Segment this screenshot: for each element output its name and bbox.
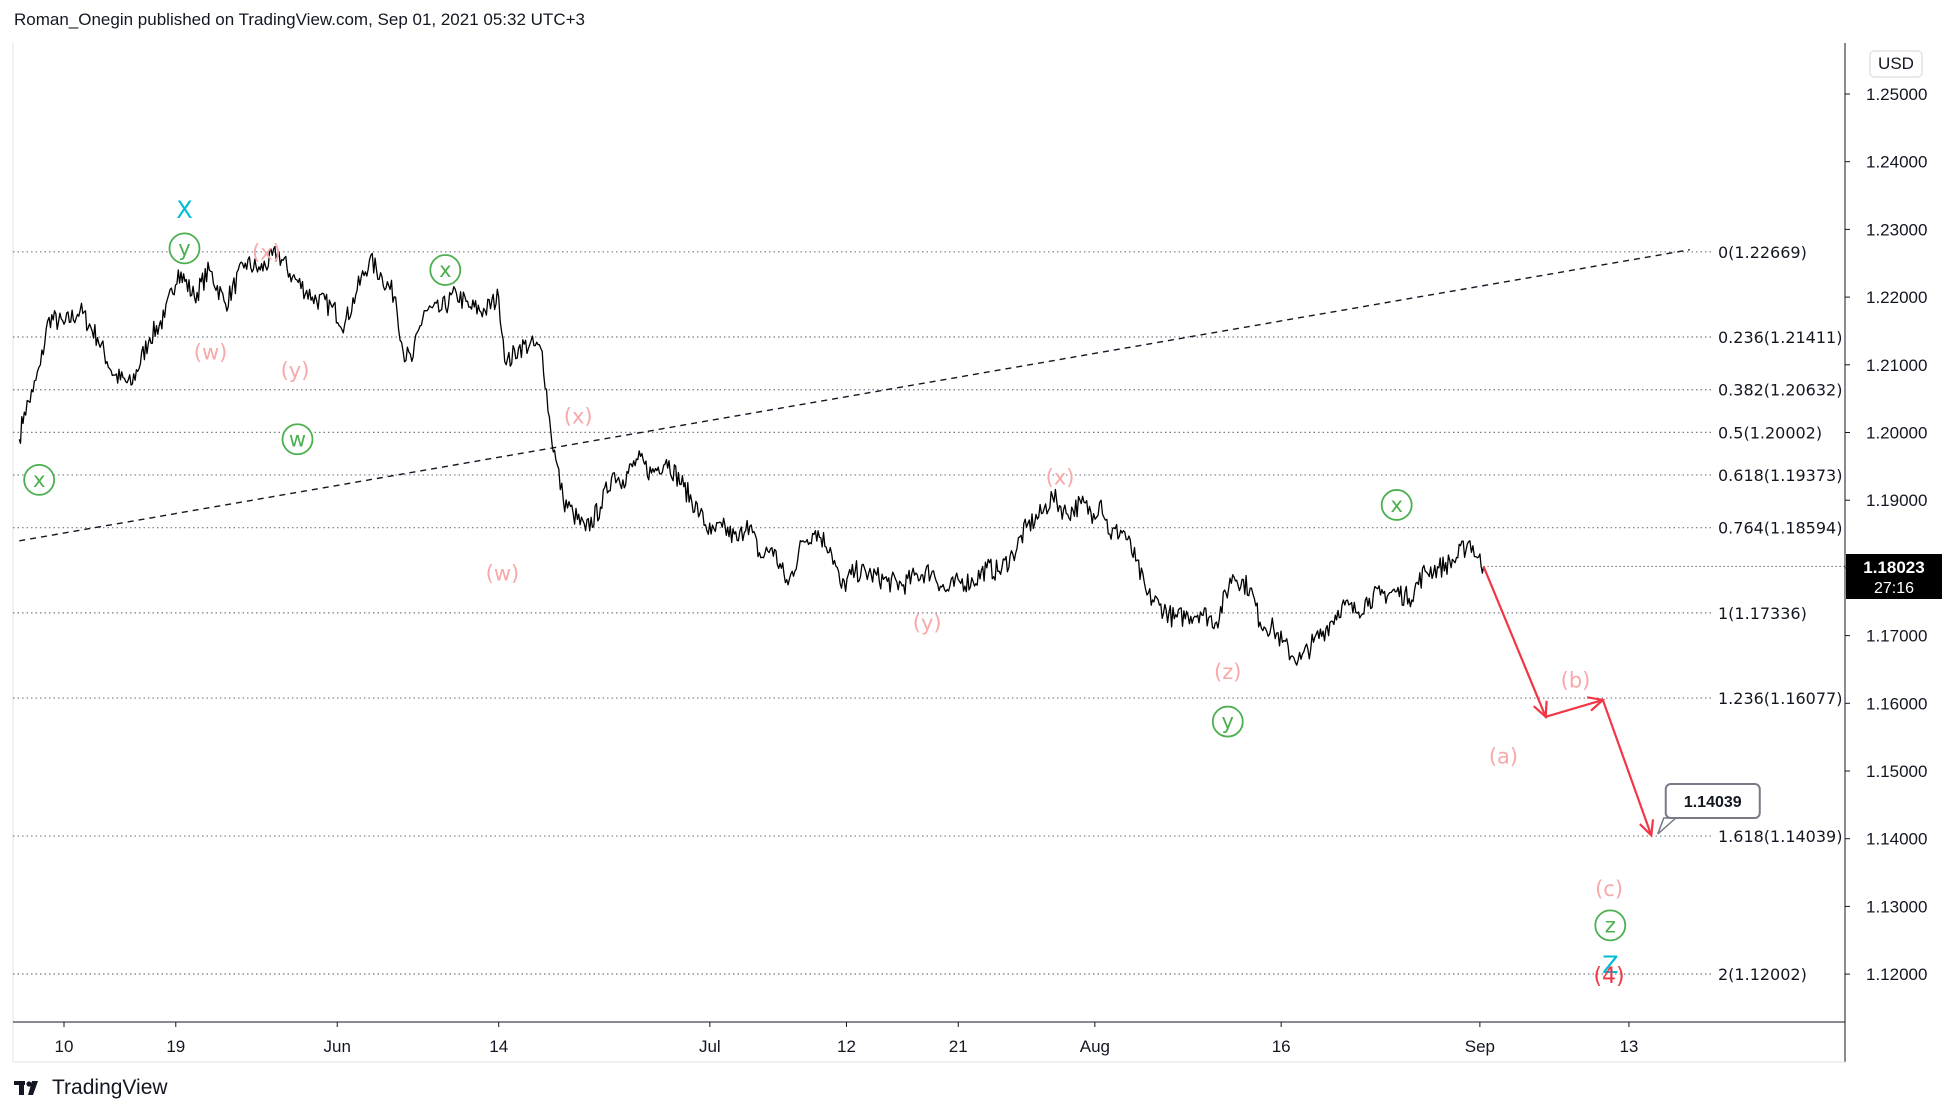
wave-circle-marker <box>1594 909 1627 942</box>
wave-label: y <box>178 236 190 260</box>
fib-level-label: 0.618(1.19373) <box>1718 466 1842 485</box>
price-axis-label: 1.14000 <box>1866 830 1927 849</box>
wave-label: x <box>33 468 45 492</box>
wave-label: (b) <box>1561 669 1591 693</box>
time-axis-label: Aug <box>1080 1037 1110 1056</box>
time-axis-label: Sep <box>1465 1037 1495 1056</box>
tradingview-logo-icon <box>14 1081 38 1095</box>
time-axis-label: 19 <box>166 1037 185 1056</box>
price-axis-label: 1.20000 <box>1866 424 1927 443</box>
wave-circle-marker <box>429 254 462 286</box>
wave-label: (a) <box>1489 744 1518 768</box>
time-axis-label: 16 <box>1272 1037 1291 1056</box>
time-axis[interactable]: 10 19 Jun 14 Jul 12 21 Aug 16 Sep 13 <box>55 1022 1639 1056</box>
price-axis-label: 1.25000 <box>1866 85 1927 104</box>
time-axis-label: 12 <box>837 1037 856 1056</box>
fib-level-label: 0(1.22669) <box>1718 243 1807 262</box>
price-axis-label: 1.15000 <box>1866 762 1927 781</box>
wave-label: (x) <box>252 241 281 265</box>
wave-circle-marker <box>168 232 201 265</box>
wave-circle-marker <box>1211 705 1244 738</box>
target-callout-pointer <box>1657 817 1678 835</box>
wave-label: w <box>289 427 306 451</box>
wave-label: (y) <box>281 359 310 383</box>
projection-arrowhead <box>1639 819 1655 838</box>
wave-label: (c) <box>1595 877 1623 901</box>
wave-label: (y) <box>913 611 942 635</box>
price-axis-label: 1.24000 <box>1866 153 1927 172</box>
price-axis-label: 1.22000 <box>1866 288 1927 307</box>
wave-circle-marker <box>23 463 56 496</box>
fib-level-label: 1.236(1.16077) <box>1718 689 1842 708</box>
currency-badge[interactable] <box>1869 50 1923 78</box>
fib-level-label: 0.236(1.21411) <box>1718 328 1842 347</box>
price-axis-label: 1.12000 <box>1866 965 1927 984</box>
time-axis-label: 14 <box>489 1037 508 1056</box>
time-axis-label: Jul <box>699 1037 721 1056</box>
target-callout-label: 1.14039 <box>1684 794 1742 811</box>
wave-circle-marker <box>1380 489 1413 521</box>
price-series-layer <box>18 245 1845 666</box>
wave-label: x <box>1390 493 1402 517</box>
wave-label: x <box>439 258 451 282</box>
fib-level-label: 0.382(1.20632) <box>1718 381 1842 400</box>
fib-level-label: 1.618(1.14039) <box>1718 827 1842 846</box>
price-axis-label: 1.16000 <box>1866 694 1927 713</box>
wave-label: (x) <box>1046 466 1075 490</box>
wave-label: X <box>176 196 192 224</box>
time-axis-label: 10 <box>55 1037 74 1056</box>
price-axis-label: 1.19000 <box>1866 491 1927 510</box>
wave-label: (w) <box>486 562 520 586</box>
last-price-tag: 1.18023 27:16 <box>1846 554 1942 599</box>
wave-label: (x) <box>564 405 593 429</box>
trendline <box>19 249 1690 542</box>
projection-arrowhead <box>1533 700 1548 720</box>
time-axis-label: 21 <box>949 1037 968 1056</box>
publisher-header: Roman_Onegin published on TradingView.co… <box>14 10 585 29</box>
currency-label: USD <box>1878 54 1914 73</box>
price-axis-label: 1.17000 <box>1866 627 1927 646</box>
projection-path <box>1482 566 1653 836</box>
price-axis[interactable]: 1.25000 1.24000 1.23000 1.22000 1.21000 1.200… <box>1845 85 1927 984</box>
tradingview-brand: TradingView <box>52 1076 168 1099</box>
projection-layer[interactable]: 1.14039 <box>1482 566 1761 838</box>
fib-level-label: 1(1.17336) <box>1718 604 1807 623</box>
target-callout-box <box>1664 783 1761 820</box>
trendline-layer[interactable] <box>19 249 1690 542</box>
tradingview-footer[interactable]: TradingView <box>14 1076 168 1100</box>
bar-countdown: 27:16 <box>1874 580 1914 597</box>
wave-label: (w) <box>194 340 228 364</box>
time-axis-label: Jun <box>324 1037 351 1056</box>
price-axis-label: 1.23000 <box>1866 220 1927 239</box>
fib-level-label: 2(1.12002) <box>1718 965 1807 984</box>
wave-label: Z <box>1602 951 1618 979</box>
time-axis-label: 13 <box>1619 1037 1638 1056</box>
wave-labels: Xy (x) x (w) (y) w x (x) (w) (x) (y) x (z) y (b) (a) (c)… <box>23 196 1627 989</box>
wave-label: (z) <box>1214 660 1241 684</box>
fib-retracement[interactable]: 0(1.22669) 0.236(1.21411) 0.382(1.20632) 0.… <box>13 243 1842 984</box>
price-axis-label: 1.13000 <box>1866 897 1927 916</box>
price-series-line <box>18 245 1485 666</box>
wave-label: y <box>1222 710 1234 734</box>
fib-level-label: 0.764(1.18594) <box>1718 519 1842 538</box>
last-price-value: 1.18023 <box>1863 558 1924 577</box>
wave-label: z <box>1605 913 1616 937</box>
price-axis-label: 1.21000 <box>1866 356 1927 375</box>
projection-arrowhead <box>1586 696 1606 712</box>
wave-circle-marker <box>281 423 314 456</box>
wave-label: (4) <box>1593 964 1624 989</box>
fib-level-label: 0.5(1.20002) <box>1718 423 1822 442</box>
